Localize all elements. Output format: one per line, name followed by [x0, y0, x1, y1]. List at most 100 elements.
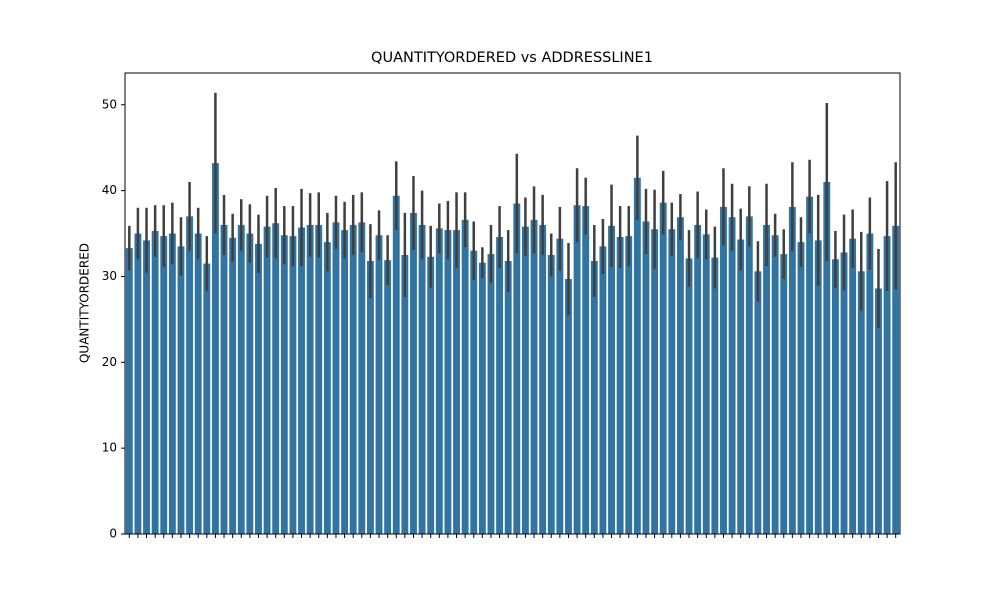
- bar: [272, 223, 280, 534]
- bar: [461, 219, 469, 534]
- bar: [651, 229, 659, 535]
- plot-frame: [124, 72, 901, 535]
- bar: [358, 222, 366, 534]
- bar: [780, 254, 788, 534]
- bar: [659, 202, 667, 534]
- bar: [453, 230, 460, 534]
- bar: [892, 225, 900, 534]
- bar: [177, 246, 185, 534]
- bar: [616, 236, 624, 535]
- bar: [427, 256, 435, 534]
- bar: [203, 263, 211, 534]
- bar: [883, 236, 891, 534]
- bar: [410, 212, 417, 534]
- bar: [444, 230, 452, 534]
- bar: [143, 240, 150, 535]
- bar: [565, 279, 572, 534]
- bar: [366, 261, 374, 534]
- bar: [478, 262, 486, 534]
- bar: [315, 224, 323, 535]
- y-tick-label: 50: [102, 97, 117, 111]
- bar: [668, 229, 676, 535]
- bar: [160, 236, 168, 534]
- bar: [298, 227, 305, 534]
- bar: [418, 224, 426, 535]
- bar: [341, 230, 349, 534]
- bar: [521, 226, 529, 534]
- bar: [599, 246, 607, 534]
- bar: [125, 248, 133, 535]
- bar: [633, 177, 641, 534]
- bar: [788, 206, 796, 534]
- bar: [720, 206, 727, 534]
- bar: [676, 217, 684, 535]
- bar: [401, 254, 409, 534]
- bar: [556, 238, 564, 534]
- bar: [702, 234, 710, 534]
- bar: [797, 242, 805, 534]
- y-tick-label: 10: [102, 441, 117, 455]
- bar: [375, 235, 383, 534]
- bar: [229, 237, 237, 534]
- bar: [831, 259, 839, 534]
- bar: [134, 233, 142, 534]
- bar: [754, 271, 762, 534]
- bar: [582, 206, 590, 535]
- bar: [220, 224, 228, 535]
- bar: [332, 222, 340, 534]
- y-axis-label: QUANTITYORDERED: [78, 243, 92, 363]
- bar: [608, 225, 615, 534]
- bar: [711, 257, 719, 534]
- bar: [323, 242, 331, 534]
- bar: [263, 226, 271, 534]
- bar: [246, 233, 254, 534]
- bar: [237, 224, 245, 535]
- bar: [530, 219, 538, 534]
- bar: [573, 205, 581, 535]
- bar: [823, 182, 831, 535]
- bar: [504, 261, 512, 534]
- bar: [487, 254, 495, 534]
- bar: [539, 224, 547, 535]
- bar: [814, 240, 822, 535]
- bar: [694, 224, 702, 535]
- bar: [168, 233, 176, 534]
- y-tick-label: 0: [109, 527, 117, 541]
- bar: [496, 236, 504, 535]
- bar: [547, 254, 555, 534]
- bar: [737, 239, 745, 534]
- bar: [186, 216, 194, 534]
- bar: [771, 235, 779, 534]
- bar: [289, 236, 297, 534]
- bar: [513, 203, 521, 534]
- bar: [728, 217, 736, 535]
- bar: [840, 252, 848, 535]
- bar: [866, 233, 874, 534]
- bar: [255, 243, 262, 534]
- bar: [384, 260, 392, 534]
- bar: [392, 195, 400, 534]
- bar: [280, 235, 288, 534]
- bar: [875, 288, 882, 534]
- bar: [194, 233, 202, 534]
- y-tick-label: 30: [102, 269, 117, 283]
- bar: [745, 216, 753, 534]
- bar: [625, 236, 633, 534]
- bar: [849, 238, 857, 534]
- bar: [642, 221, 650, 535]
- y-tick-label: 20: [102, 355, 117, 369]
- bar: [349, 224, 357, 535]
- chart-title: QUANTITYORDERED vs ADDRESSLINE1: [371, 50, 653, 66]
- bar: [211, 163, 219, 535]
- bar: [806, 196, 814, 534]
- y-tick-label: 40: [102, 183, 117, 197]
- bar: [151, 230, 159, 534]
- bar: [763, 224, 770, 535]
- bar: [857, 271, 865, 534]
- bar: [306, 224, 314, 535]
- bar: [685, 258, 693, 534]
- bar: [590, 261, 598, 534]
- bar: [470, 250, 478, 534]
- bar: [435, 228, 443, 534]
